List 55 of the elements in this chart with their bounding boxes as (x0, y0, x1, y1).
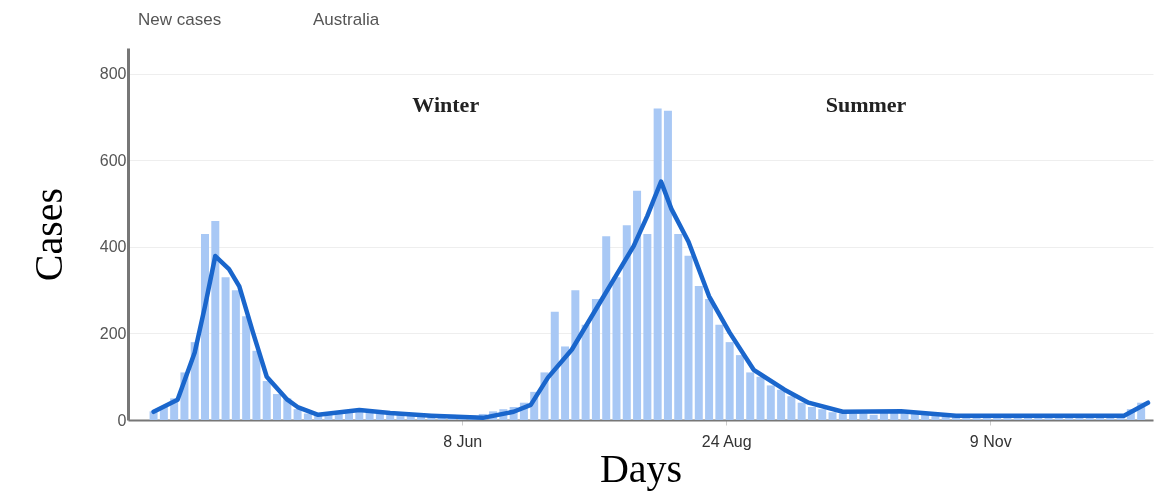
chart-title: New cases (138, 10, 222, 29)
y-axis-title: Cases (25, 187, 71, 282)
bar (211, 221, 220, 420)
bar (746, 372, 755, 420)
bar (694, 285, 703, 420)
y-tick-label: 0 (117, 411, 127, 429)
bar (725, 342, 734, 420)
bar (231, 290, 240, 420)
x-tick-label: 24 Aug (701, 432, 752, 450)
bar (849, 413, 858, 420)
bar (705, 298, 714, 420)
bar (602, 236, 611, 420)
bar (787, 396, 796, 420)
bar (262, 381, 271, 420)
bar (612, 277, 621, 420)
bar (293, 409, 302, 420)
bar (818, 409, 827, 420)
bar (273, 394, 282, 420)
y-tick-label: 400 (99, 238, 127, 256)
bar (766, 385, 775, 420)
bar (756, 376, 765, 420)
bar (561, 346, 570, 420)
bar (375, 413, 384, 420)
bar (550, 311, 559, 420)
bar (643, 234, 652, 420)
bar (581, 324, 590, 420)
bar (591, 298, 600, 420)
y-tick-label: 200 (99, 324, 127, 342)
x-tick-label: 9 Nov (969, 432, 1012, 450)
bar (252, 350, 261, 420)
bar (869, 414, 878, 420)
bar (221, 277, 230, 420)
bar (571, 290, 580, 420)
bar (715, 324, 724, 420)
bar (303, 413, 312, 420)
x-axis-title: Days (599, 445, 683, 491)
bar (828, 412, 837, 420)
bar (797, 402, 806, 420)
chart-subtitle: Australia (313, 10, 380, 29)
y-tick-label: 800 (99, 65, 127, 83)
annotation: Summer (825, 92, 907, 117)
bar (807, 407, 816, 420)
bar (777, 389, 786, 420)
bar (653, 108, 662, 420)
line-series (151, 179, 1151, 421)
bar (242, 316, 251, 420)
bar (633, 190, 642, 420)
annotation: Winter (412, 92, 480, 117)
bar (684, 255, 693, 420)
bar (735, 355, 744, 420)
bar (663, 110, 672, 420)
bar (674, 234, 683, 420)
x-tick-label: 8 Jun (443, 432, 483, 450)
y-tick-label: 600 (99, 151, 127, 169)
bar (622, 225, 631, 420)
